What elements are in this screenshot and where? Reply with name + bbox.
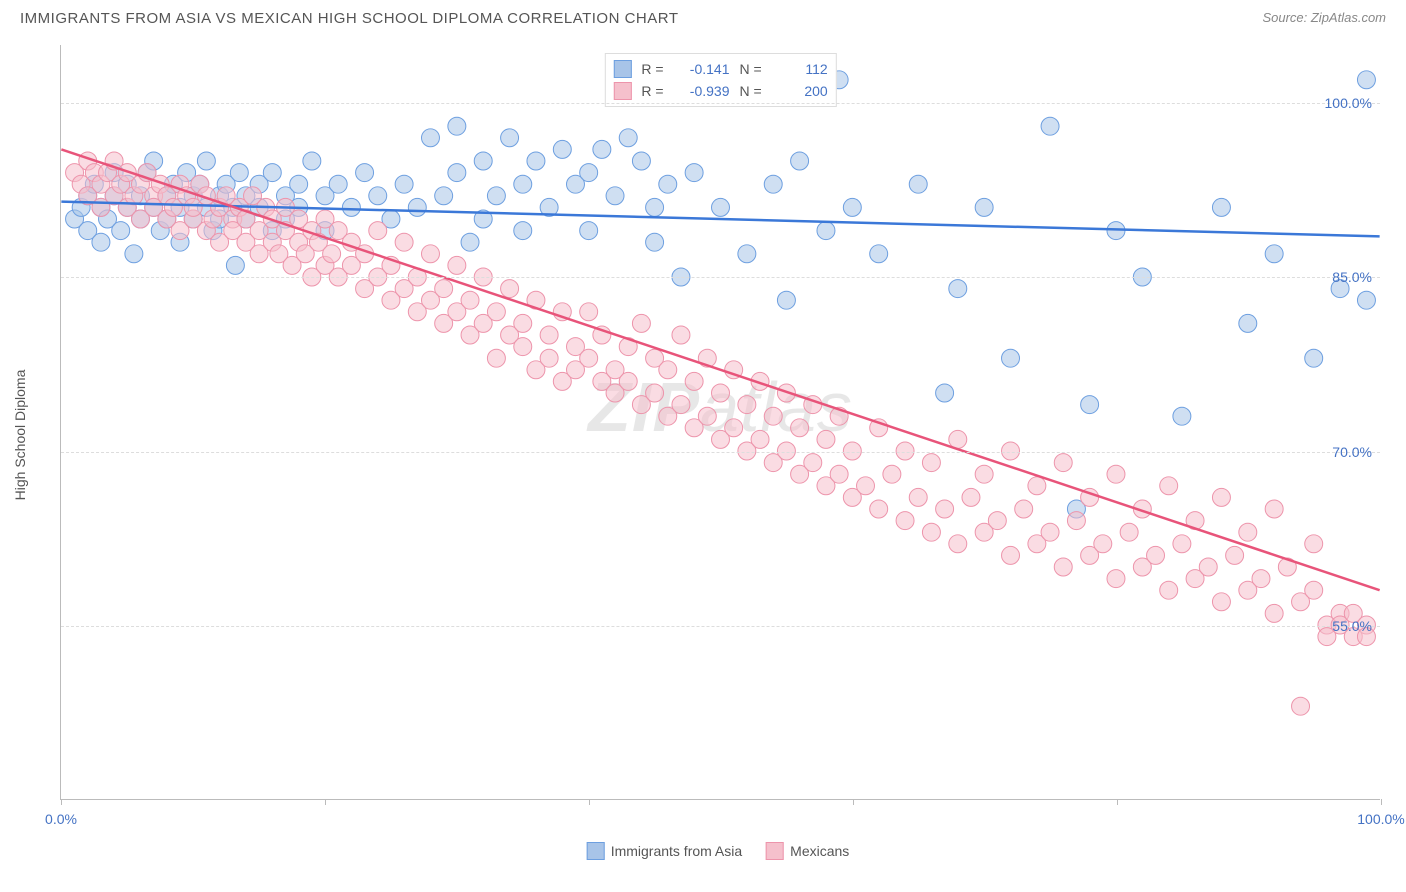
r-label: R = bbox=[641, 61, 663, 77]
n-value: 112 bbox=[768, 61, 828, 77]
gridline bbox=[61, 452, 1380, 453]
legend-row: R = -0.141 N = 112 bbox=[613, 58, 827, 80]
ytick-label: 55.0% bbox=[1332, 618, 1372, 634]
plot-area: ZIPatlas R =-0.141N =112R =-0.939N =200 … bbox=[60, 45, 1380, 800]
xtick bbox=[325, 799, 326, 805]
xtick bbox=[589, 799, 590, 805]
r-value: -0.141 bbox=[670, 61, 730, 77]
n-value: 200 bbox=[768, 83, 828, 99]
source-label: Source: ZipAtlas.com bbox=[1262, 10, 1386, 25]
xtick bbox=[61, 799, 62, 805]
ytick-label: 100.0% bbox=[1325, 95, 1372, 111]
n-label: N = bbox=[740, 61, 762, 77]
legend-label: Mexicans bbox=[790, 843, 849, 859]
chart-container: High School Diploma ZIPatlas R =-0.141N … bbox=[50, 40, 1386, 830]
xtick-label: 0.0% bbox=[45, 811, 77, 827]
xtick-label: 100.0% bbox=[1357, 811, 1404, 827]
legend-swatch bbox=[613, 82, 631, 100]
r-value: -0.939 bbox=[670, 83, 730, 99]
legend-item: Immigrants from Asia bbox=[587, 842, 742, 860]
xtick bbox=[853, 799, 854, 805]
chart-svg bbox=[61, 45, 1380, 799]
legend-label: Immigrants from Asia bbox=[611, 843, 742, 859]
xtick bbox=[1117, 799, 1118, 805]
xtick bbox=[1381, 799, 1382, 805]
ytick-label: 70.0% bbox=[1332, 444, 1372, 460]
gridline bbox=[61, 103, 1380, 104]
legend-row: R = -0.939 N = 200 bbox=[613, 80, 827, 102]
chart-title: IMMIGRANTS FROM ASIA VS MEXICAN HIGH SCH… bbox=[20, 10, 678, 27]
legend-item: Mexicans bbox=[766, 842, 849, 860]
legend-swatch bbox=[766, 842, 784, 860]
correlation-legend: R = -0.141 N = 112 R = -0.939 N = 200 bbox=[604, 53, 836, 107]
legend-swatch bbox=[613, 60, 631, 78]
r-label: R = bbox=[641, 83, 663, 99]
y-axis-label: High School Diploma bbox=[12, 370, 28, 501]
gridline bbox=[61, 626, 1380, 627]
ytick-label: 85.0% bbox=[1332, 269, 1372, 285]
series-legend: Immigrants from Asia Mexicans bbox=[587, 842, 850, 860]
n-label: N = bbox=[740, 83, 762, 99]
gridline bbox=[61, 277, 1380, 278]
legend-swatch bbox=[587, 842, 605, 860]
watermark: ZIPatlas bbox=[588, 367, 853, 447]
